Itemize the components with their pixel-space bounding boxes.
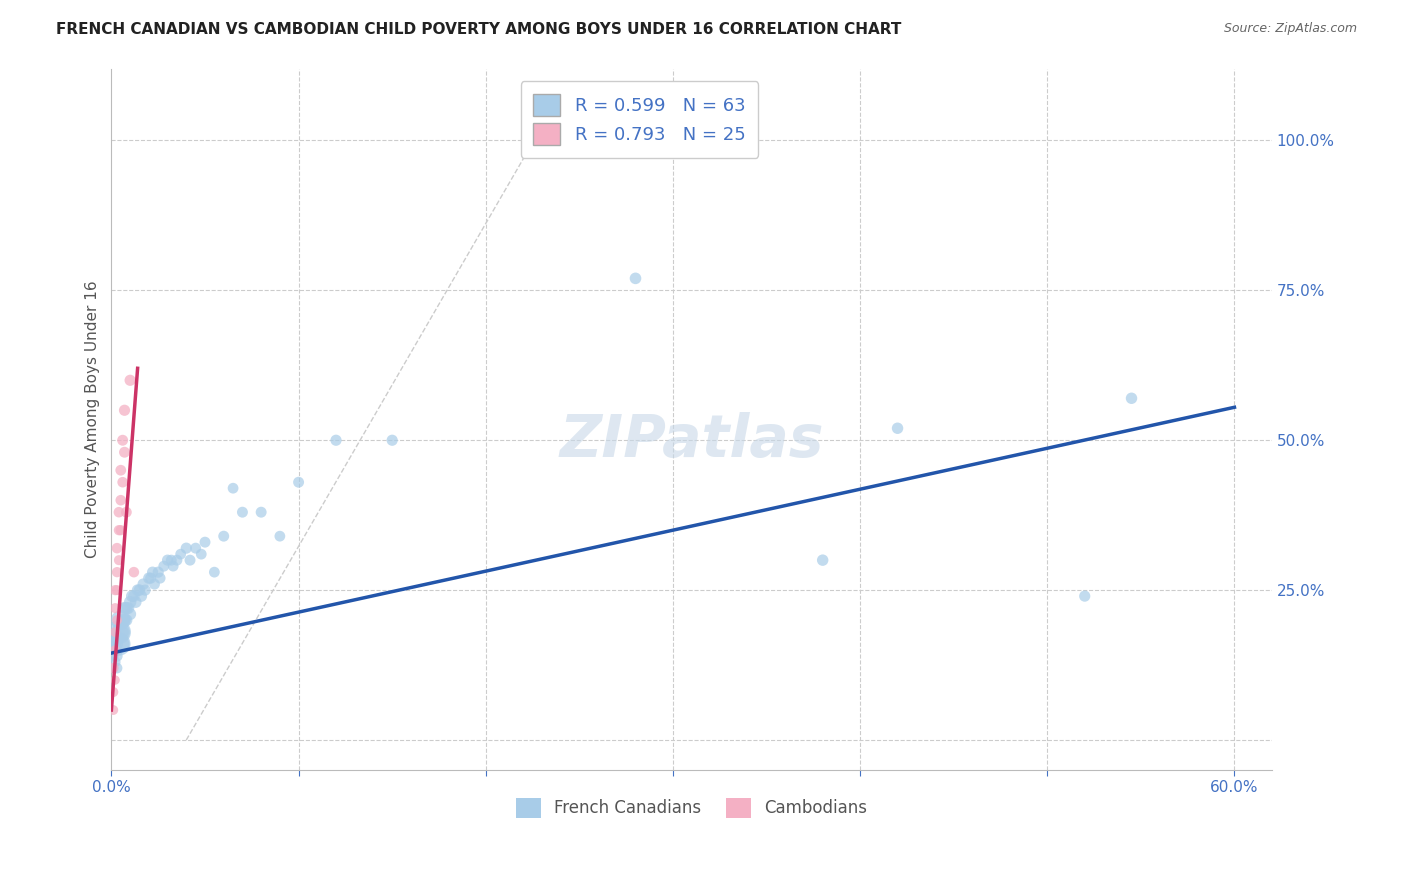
Point <box>108 553 131 567</box>
Point <box>142 565 165 579</box>
Point <box>138 571 160 585</box>
Point <box>108 625 131 640</box>
Point <box>111 625 134 640</box>
Text: FRENCH CANADIAN VS CAMBODIAN CHILD POVERTY AMONG BOYS UNDER 16 CORRELATION CHART: FRENCH CANADIAN VS CAMBODIAN CHILD POVER… <box>56 22 901 37</box>
Point <box>174 541 197 556</box>
Point <box>1121 391 1143 405</box>
Point <box>121 589 143 603</box>
Point <box>134 583 156 598</box>
Point <box>381 434 404 448</box>
Y-axis label: Child Poverty Among Boys Under 16: Child Poverty Among Boys Under 16 <box>86 280 100 558</box>
Point <box>169 547 191 561</box>
Point <box>117 601 139 615</box>
Point <box>122 589 145 603</box>
Point <box>127 583 149 598</box>
Point <box>105 613 128 627</box>
Point <box>624 271 647 285</box>
Point <box>120 595 142 609</box>
Point <box>287 475 309 490</box>
Point <box>231 505 253 519</box>
Point <box>114 601 136 615</box>
Point <box>148 565 170 579</box>
Point <box>190 547 212 561</box>
Point <box>105 565 128 579</box>
Point <box>108 523 131 537</box>
Point <box>115 601 138 615</box>
Point <box>104 583 127 598</box>
Point <box>110 637 132 651</box>
Point <box>104 601 127 615</box>
Point <box>105 643 128 657</box>
Point <box>104 625 127 640</box>
Point <box>149 571 172 585</box>
Point <box>222 481 245 495</box>
Point <box>104 655 127 669</box>
Point <box>105 541 128 556</box>
Point <box>212 529 235 543</box>
Point <box>105 583 128 598</box>
Point <box>115 505 138 519</box>
Point <box>110 463 132 477</box>
Point <box>811 553 834 567</box>
Point <box>105 631 128 645</box>
Point <box>111 434 134 448</box>
Point <box>325 434 347 448</box>
Point <box>179 553 201 567</box>
Text: ZIPatlas: ZIPatlas <box>560 412 824 469</box>
Point <box>104 643 127 657</box>
Point <box>153 559 176 574</box>
Point <box>104 637 127 651</box>
Point <box>132 577 155 591</box>
Point <box>184 541 207 556</box>
Point <box>104 643 127 657</box>
Point <box>160 553 183 567</box>
Point <box>103 649 125 664</box>
Point <box>128 583 150 598</box>
Point <box>120 607 142 621</box>
Point <box>269 529 291 543</box>
Point <box>250 505 273 519</box>
Point <box>110 523 132 537</box>
Point <box>202 565 225 579</box>
Point <box>104 673 127 687</box>
Text: Source: ZipAtlas.com: Source: ZipAtlas.com <box>1223 22 1357 36</box>
Point <box>139 571 162 585</box>
Point <box>103 661 125 675</box>
Point <box>105 637 128 651</box>
Point <box>120 373 142 387</box>
Point <box>111 475 134 490</box>
Point <box>114 445 136 459</box>
Point <box>114 403 136 417</box>
Point <box>125 595 148 609</box>
Point <box>194 535 217 549</box>
Point <box>111 613 134 627</box>
Point <box>1073 589 1095 603</box>
Point <box>110 493 132 508</box>
Point <box>103 661 125 675</box>
Point <box>105 661 128 675</box>
Point <box>105 649 128 664</box>
Point <box>108 505 131 519</box>
Point <box>162 559 184 574</box>
Point <box>886 421 908 435</box>
Point <box>103 703 125 717</box>
Point <box>114 613 136 627</box>
Point <box>108 637 131 651</box>
Point <box>131 589 153 603</box>
Point <box>103 685 125 699</box>
Point <box>110 613 132 627</box>
Point <box>122 565 145 579</box>
Point <box>166 553 188 567</box>
Point <box>156 553 179 567</box>
Legend: French Canadians, Cambodians: French Canadians, Cambodians <box>509 791 875 825</box>
Point <box>143 577 166 591</box>
Point <box>115 613 138 627</box>
Point <box>110 625 132 640</box>
